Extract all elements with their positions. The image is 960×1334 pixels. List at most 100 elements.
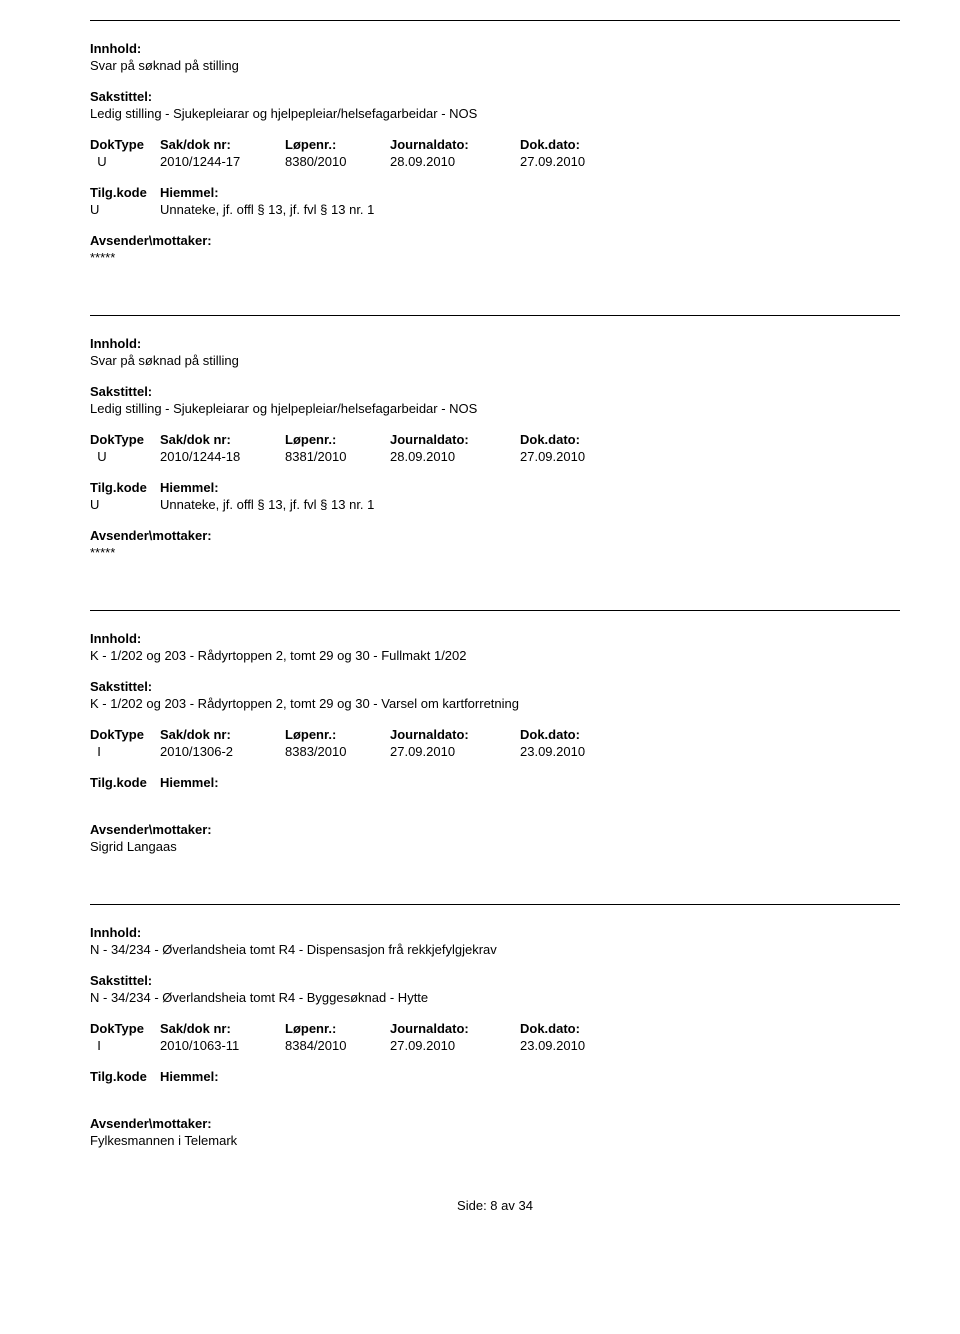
journaldato-header: Journaldato: [390, 727, 520, 742]
sakstittel-value: Ledig stilling - Sjukepleiarar og hjelpe… [90, 106, 900, 121]
table-data-row: U 2010/1244-18 8381/2010 28.09.2010 27.0… [90, 449, 900, 464]
hiemmel-header-row: Tilg.kode Hiemmel: [90, 775, 900, 790]
doktype-value: U [90, 154, 160, 169]
hiemmel-text: Unnateke, jf. offl § 13, jf. fvl § 13 nr… [160, 497, 900, 512]
tilgkode-label: Tilg.kode [90, 775, 147, 790]
sakdoknr-header: Sak/dok nr: [160, 727, 285, 742]
journaldato-value: 27.09.2010 [390, 1038, 520, 1053]
innhold-value: K - 1/202 og 203 - Rådyrtoppen 2, tomt 2… [90, 648, 900, 663]
journaldato-header: Journaldato: [390, 1021, 520, 1036]
lopenr-value: 8383/2010 [285, 744, 390, 759]
records-container: Innhold: Svar på søknad på stilling Saks… [90, 20, 900, 1148]
sakdoknr-header: Sak/dok nr: [160, 432, 285, 447]
sakdoknr-value: 2010/1244-17 [160, 154, 285, 169]
innhold-label: Innhold: [90, 41, 900, 56]
tilgkode-label: Tilg.kode [90, 185, 147, 200]
record-divider [90, 610, 900, 611]
page-number: Side: 8 av 34 [457, 1198, 533, 1213]
innhold-value: N - 34/234 - Øverlandsheia tomt R4 - Dis… [90, 942, 900, 957]
dokdato-value: 23.09.2010 [520, 1038, 640, 1053]
record-divider [90, 20, 900, 21]
dokdato-header: Dok.dato: [520, 727, 640, 742]
sakstittel-label: Sakstittel: [90, 679, 900, 694]
record-divider [90, 315, 900, 316]
sakstittel-label: Sakstittel: [90, 973, 900, 988]
avsender-label: Avsender\mottaker: [90, 1116, 900, 1131]
dokdato-header: Dok.dato: [520, 1021, 640, 1036]
hiemmel-code: U [90, 497, 160, 512]
journal-record: Innhold: Svar på søknad på stilling Saks… [90, 20, 900, 265]
sakstittel-value: Ledig stilling - Sjukepleiarar og hjelpe… [90, 401, 900, 416]
avsender-value: Sigrid Langaas [90, 839, 900, 854]
avsender-value: Fylkesmannen i Telemark [90, 1133, 900, 1148]
dokdato-value: 23.09.2010 [520, 744, 640, 759]
journal-record: Innhold: K - 1/202 og 203 - Rådyrtoppen … [90, 610, 900, 854]
doktype-value: U [90, 449, 160, 464]
sakstittel-label: Sakstittel: [90, 89, 900, 104]
hiemmel-text: Unnateke, jf. offl § 13, jf. fvl § 13 nr… [160, 202, 900, 217]
hiemmel-header-row: Tilg.kode Hiemmel: [90, 1069, 900, 1084]
dokdato-value: 27.09.2010 [520, 154, 640, 169]
hiemmel-header-row: Tilg.kode Hiemmel: [90, 480, 900, 495]
lopenr-value: 8381/2010 [285, 449, 390, 464]
journaldato-header: Journaldato: [390, 137, 520, 152]
innhold-value: Svar på søknad på stilling [90, 58, 900, 73]
sakstittel-label: Sakstittel: [90, 384, 900, 399]
avsender-value: ***** [90, 545, 900, 560]
innhold-value: Svar på søknad på stilling [90, 353, 900, 368]
sakstittel-value: N - 34/234 - Øverlandsheia tomt R4 - Byg… [90, 990, 900, 1005]
dokdato-header: Dok.dato: [520, 137, 640, 152]
avsender-value: ***** [90, 250, 900, 265]
lopenr-header: Løpenr.: [285, 137, 390, 152]
lopenr-header: Løpenr.: [285, 1021, 390, 1036]
innhold-label: Innhold: [90, 925, 900, 940]
tilgkode-label: Tilg.kode [90, 480, 147, 495]
lopenr-header: Løpenr.: [285, 432, 390, 447]
hiemmel-content-row: U Unnateke, jf. offl § 13, jf. fvl § 13 … [90, 497, 900, 512]
hiemmel-label: Hiemmel: [160, 1069, 219, 1084]
hiemmel-content-row: U Unnateke, jf. offl § 13, jf. fvl § 13 … [90, 202, 900, 217]
avsender-label: Avsender\mottaker: [90, 528, 900, 543]
doktype-value: I [90, 744, 160, 759]
table-data-row: U 2010/1244-17 8380/2010 28.09.2010 27.0… [90, 154, 900, 169]
sakdoknr-header: Sak/dok nr: [160, 137, 285, 152]
sakdoknr-header: Sak/dok nr: [160, 1021, 285, 1036]
hiemmel-label: Hiemmel: [160, 480, 219, 495]
dokdato-header: Dok.dato: [520, 432, 640, 447]
journal-record: Innhold: Svar på søknad på stilling Saks… [90, 315, 900, 560]
journal-record: Innhold: N - 34/234 - Øverlandsheia tomt… [90, 904, 900, 1148]
table-header-row: DokType Sak/dok nr: Løpenr.: Journaldato… [90, 432, 900, 447]
journaldato-value: 27.09.2010 [390, 744, 520, 759]
hiemmel-code: U [90, 202, 160, 217]
lopenr-value: 8380/2010 [285, 154, 390, 169]
table-header-row: DokType Sak/dok nr: Løpenr.: Journaldato… [90, 1021, 900, 1036]
lopenr-header: Løpenr.: [285, 727, 390, 742]
sakstittel-value: K - 1/202 og 203 - Rådyrtoppen 2, tomt 2… [90, 696, 900, 711]
sakdoknr-value: 2010/1244-18 [160, 449, 285, 464]
table-header-row: DokType Sak/dok nr: Løpenr.: Journaldato… [90, 137, 900, 152]
innhold-label: Innhold: [90, 631, 900, 646]
page-footer: Side: 8 av 34 [90, 1198, 900, 1213]
journaldato-value: 28.09.2010 [390, 449, 520, 464]
dokdato-value: 27.09.2010 [520, 449, 640, 464]
hiemmel-label: Hiemmel: [160, 775, 219, 790]
doktype-header: DokType [90, 1021, 160, 1036]
avsender-label: Avsender\mottaker: [90, 822, 900, 837]
doktype-value: I [90, 1038, 160, 1053]
tilgkode-label: Tilg.kode [90, 1069, 147, 1084]
journaldato-value: 28.09.2010 [390, 154, 520, 169]
doktype-header: DokType [90, 432, 160, 447]
table-data-row: I 2010/1063-11 8384/2010 27.09.2010 23.0… [90, 1038, 900, 1053]
table-header-row: DokType Sak/dok nr: Løpenr.: Journaldato… [90, 727, 900, 742]
sakdoknr-value: 2010/1306-2 [160, 744, 285, 759]
avsender-label: Avsender\mottaker: [90, 233, 900, 248]
journaldato-header: Journaldato: [390, 432, 520, 447]
record-divider [90, 904, 900, 905]
doktype-header: DokType [90, 727, 160, 742]
lopenr-value: 8384/2010 [285, 1038, 390, 1053]
innhold-label: Innhold: [90, 336, 900, 351]
hiemmel-label: Hiemmel: [160, 185, 219, 200]
table-data-row: I 2010/1306-2 8383/2010 27.09.2010 23.09… [90, 744, 900, 759]
sakdoknr-value: 2010/1063-11 [160, 1038, 285, 1053]
doktype-header: DokType [90, 137, 160, 152]
